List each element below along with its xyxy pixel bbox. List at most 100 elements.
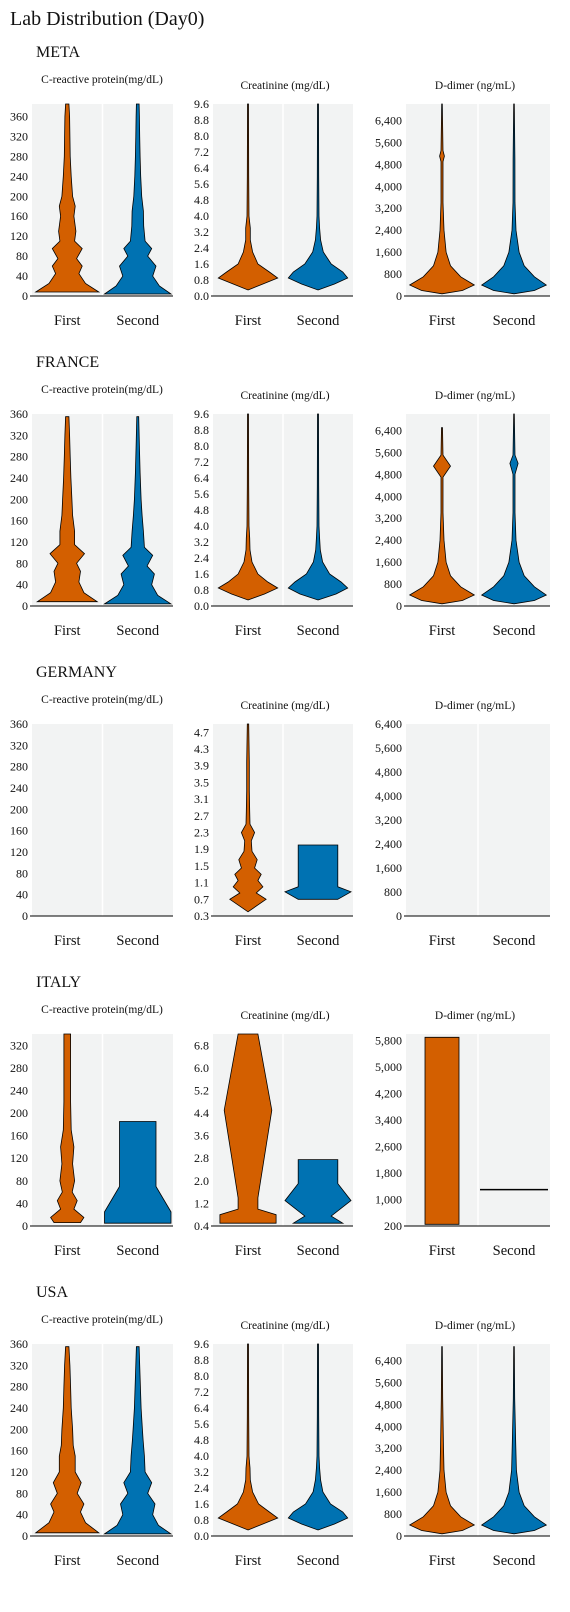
y-tick-label: 1.6 xyxy=(194,1497,209,1511)
y-tick-label: 80 xyxy=(16,249,28,263)
violin-second xyxy=(287,413,349,601)
y-tick-label: 5,800 xyxy=(375,1034,402,1048)
y-tick-label: 0 xyxy=(396,1529,402,1543)
y-tick-label: 2,400 xyxy=(375,223,402,237)
y-tick-label: 2.7 xyxy=(194,809,209,823)
y-tick-label: 9.6 xyxy=(194,1337,209,1351)
y-tick-label: 5.6 xyxy=(194,1417,209,1431)
violin-second xyxy=(287,103,349,291)
y-tick-label: 160 xyxy=(10,1444,28,1458)
x-tick-label: Second xyxy=(493,933,536,949)
country-label: USA xyxy=(36,1284,68,1301)
panel-title: D-dimer (ng/mL) xyxy=(435,1010,515,1022)
violin-first xyxy=(408,103,476,295)
y-tick-label: 240 xyxy=(10,1083,28,1097)
y-tick-label: 3.1 xyxy=(194,792,209,806)
violin-first xyxy=(408,1346,476,1535)
y-tick-label: 5.6 xyxy=(194,177,209,191)
violin-first xyxy=(424,1036,460,1225)
country-section-meta: META C-reactive protein(mg/dL) 0 40 80 120 160… xyxy=(10,44,550,329)
y-tick-label: 0 xyxy=(22,1219,28,1233)
y-tick-label: 4.3 xyxy=(194,742,209,756)
panel-2: Creatinine (mg/dL) 0.0 0.8 1.6 2.4 3.2 4.0 4.8 5… xyxy=(194,1320,353,1569)
y-tick-label: 3,200 xyxy=(375,1441,402,1455)
violin-first xyxy=(219,1033,277,1224)
y-tick-label: 40 xyxy=(16,888,28,902)
panel-title: D-dimer (ng/mL) xyxy=(435,390,515,402)
y-tick-label: 2,600 xyxy=(375,1140,402,1154)
y-tick-label: 3.6 xyxy=(194,1129,209,1143)
country-section-usa: USA C-reactive protein(mg/dL) 0 40 80 120 160 2… xyxy=(10,1284,550,1569)
violin-second xyxy=(480,413,548,605)
country-section-germany: GERMANY C-reactive protein(mg/dL) 0 40 80 120… xyxy=(10,664,550,949)
panel-title: C-reactive protein(mg/dL) xyxy=(41,694,163,706)
y-tick-label: 80 xyxy=(16,866,28,880)
y-tick-label: 9.6 xyxy=(194,97,209,111)
y-tick-label: 320 xyxy=(10,129,28,143)
y-tick-label: 4,800 xyxy=(375,1397,402,1411)
y-tick-label: 2,400 xyxy=(375,1463,402,1477)
y-tick-label: 800 xyxy=(384,885,402,899)
y-tick-label: 3.2 xyxy=(194,225,209,239)
y-tick-label: 4.8 xyxy=(194,193,209,207)
y-tick-label: 8.8 xyxy=(194,1353,209,1367)
y-tick-label: 0.0 xyxy=(194,1529,209,1543)
panel-title: Creatinine (mg/dL) xyxy=(240,1010,329,1022)
y-tick-label: 8.0 xyxy=(194,439,209,453)
panel-1: C-reactive protein(mg/dL) 0 40 80 120 160 200 2… xyxy=(10,694,173,949)
violin-first xyxy=(217,1343,279,1531)
y-tick-label: 1,600 xyxy=(375,555,402,569)
panel-2: Creatinine (mg/dL) 0.0 0.8 1.6 2.4 3.2 4.0 4.8 5… xyxy=(194,390,353,639)
y-tick-label: 240 xyxy=(10,781,28,795)
y-tick-label: 0.8 xyxy=(194,273,209,287)
panel-3: D-dimer (ng/mL) 0 800 1,600 2,400 3,200 4,000 4… xyxy=(375,80,550,329)
y-tick-label: 280 xyxy=(10,760,28,774)
y-tick-label: 280 xyxy=(10,149,28,163)
panel-3: D-dimer (ng/mL) 0 800 1,600 2,400 3,200 4,000 4… xyxy=(375,390,550,639)
y-tick-label: 4.0 xyxy=(194,1449,209,1463)
y-tick-label: 4,000 xyxy=(375,789,402,803)
panel-title: Creatinine (mg/dL) xyxy=(240,390,329,402)
y-tick-label: 0 xyxy=(22,1529,28,1543)
y-tick-label: 5.6 xyxy=(194,487,209,501)
violin-first xyxy=(217,103,279,291)
y-tick-label: 280 xyxy=(10,450,28,464)
y-tick-label: 80 xyxy=(16,1174,28,1188)
panel-title: C-reactive protein(mg/dL) xyxy=(41,74,163,86)
y-tick-label: 120 xyxy=(10,229,28,243)
y-tick-label: 4,800 xyxy=(375,467,402,481)
violin-first xyxy=(229,723,267,913)
x-tick-label: Second xyxy=(493,1553,536,1569)
y-tick-label: 1,600 xyxy=(375,861,402,875)
x-tick-label: First xyxy=(235,1553,262,1569)
y-tick-label: 5,600 xyxy=(375,445,402,459)
y-tick-label: 0.4 xyxy=(194,1219,209,1233)
violin-second xyxy=(103,103,173,295)
y-tick-label: 3.2 xyxy=(194,535,209,549)
x-tick-label: Second xyxy=(116,933,159,949)
x-tick-label: Second xyxy=(297,1243,340,1259)
panel-1: C-reactive protein(mg/dL) 0 40 80 120 160 200 2… xyxy=(10,1004,173,1259)
y-tick-label: 240 xyxy=(10,1401,28,1415)
y-tick-label: 3,400 xyxy=(375,1113,402,1127)
country-label: FRANCE xyxy=(36,354,99,371)
panel-1: C-reactive protein(mg/dL) 0 40 80 120 160 200 2… xyxy=(10,1314,173,1569)
y-tick-label: 6.4 xyxy=(194,161,209,175)
y-tick-label: 4.8 xyxy=(194,1433,209,1447)
violin-second xyxy=(103,1346,173,1535)
x-tick-label: First xyxy=(235,313,262,329)
y-tick-label: 0.0 xyxy=(194,599,209,613)
y-tick-label: 6.4 xyxy=(194,471,209,485)
y-tick-label: 80 xyxy=(16,1486,28,1500)
x-tick-label: Second xyxy=(297,1553,340,1569)
violin-first xyxy=(408,427,476,605)
panel-3: D-dimer (ng/mL) 200 1,000 1,800 2,600 3,400 4,… xyxy=(375,1010,550,1259)
y-tick-label: 40 xyxy=(16,578,28,592)
y-tick-label: 6,400 xyxy=(375,113,402,127)
x-tick-label: First xyxy=(429,623,456,639)
y-tick-label: 0.8 xyxy=(194,583,209,597)
y-tick-label: 280 xyxy=(10,1380,28,1394)
y-tick-label: 4,000 xyxy=(375,489,402,503)
x-tick-label: Second xyxy=(116,1243,159,1259)
